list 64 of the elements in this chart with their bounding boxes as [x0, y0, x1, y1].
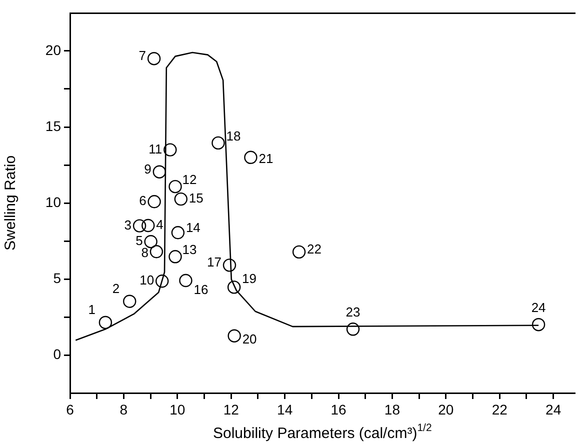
- point: [152, 165, 166, 178]
- point: [532, 318, 546, 332]
- annotation: 17: [207, 254, 222, 270]
- point: [222, 258, 236, 272]
- point: [346, 322, 360, 336]
- point: [292, 245, 306, 259]
- annotation: 13: [182, 242, 197, 258]
- annotation: 6: [139, 193, 146, 208]
- x-tick-label: 10: [170, 401, 186, 418]
- point: [171, 226, 185, 240]
- point: [164, 143, 177, 156]
- point: [179, 274, 192, 288]
- point: [123, 294, 136, 308]
- annotation: 20: [242, 331, 257, 346]
- x-tick-label: 8: [120, 401, 128, 418]
- point: [147, 52, 161, 66]
- annotation: 10: [140, 272, 154, 288]
- annotation: 18: [226, 128, 241, 144]
- point: [244, 150, 258, 164]
- x-tick-label: 22: [492, 401, 508, 418]
- point: [148, 195, 161, 208]
- point: [168, 250, 182, 264]
- point: [212, 136, 225, 150]
- annotation: 1: [88, 302, 96, 318]
- point: [98, 316, 112, 330]
- annotation: 14: [186, 220, 200, 236]
- point: [227, 280, 241, 294]
- annotation: 19: [242, 270, 257, 286]
- point: [174, 192, 188, 206]
- y-axis-title: Swelling Ratio: [2, 155, 20, 251]
- annotation: 5: [136, 233, 143, 248]
- annotation: 7: [138, 48, 146, 64]
- annotation: 22: [307, 242, 322, 257]
- annotation: 15: [188, 190, 204, 206]
- annotation: 23: [346, 304, 360, 320]
- annotation: 21: [258, 150, 274, 166]
- x-tick-label: 18: [384, 401, 400, 418]
- point: [142, 218, 155, 232]
- annotation: 2: [112, 280, 120, 296]
- x-tick-label: 12: [223, 401, 240, 418]
- x-tick-label: 6: [66, 401, 74, 418]
- point: [144, 235, 158, 248]
- y-tick-label: 20: [45, 42, 62, 58]
- point: [168, 180, 182, 194]
- x-tick-label: 20: [438, 401, 454, 418]
- x-tick-label: 24: [546, 401, 562, 418]
- y-tick-label: 0: [53, 346, 62, 362]
- point: [150, 245, 164, 258]
- annotation: 8: [141, 245, 148, 260]
- x-tick-label: 14: [277, 401, 293, 418]
- point: [132, 219, 146, 232]
- annotation: 3: [124, 217, 132, 232]
- annotation: 12: [182, 172, 197, 188]
- annotation: 24: [531, 300, 546, 316]
- x-tick-label: 16: [330, 401, 347, 418]
- y-tick-label: 10: [45, 194, 62, 210]
- y-tick-label: 15: [45, 118, 62, 134]
- annotation: 11: [148, 141, 162, 156]
- annotation: 16: [194, 282, 208, 298]
- point: [156, 274, 169, 288]
- annotation: 9: [144, 161, 152, 176]
- y-tick-label: 5: [53, 270, 62, 286]
- point: [228, 329, 241, 342]
- annotation: 4: [156, 217, 164, 232]
